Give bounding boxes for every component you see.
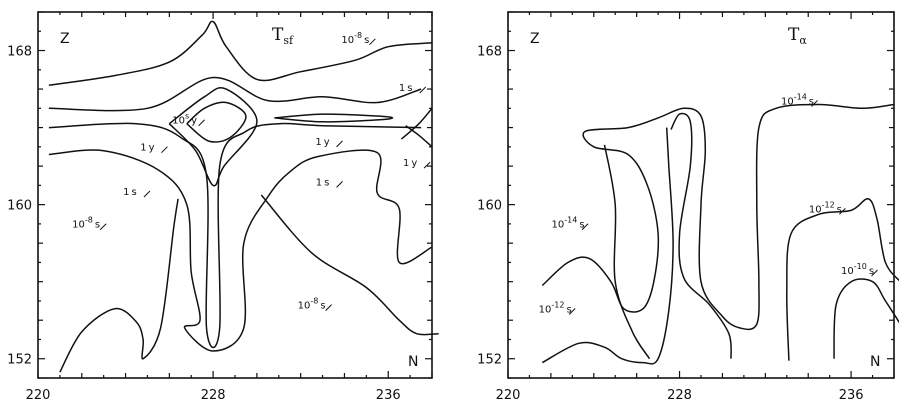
- y-axis-label: Z: [60, 31, 70, 47]
- x-tick-label: 236: [376, 388, 401, 403]
- y-tick-label: 152: [477, 353, 502, 368]
- contour-label: 10-8 s: [72, 216, 100, 231]
- contour-line: [400, 107, 433, 140]
- panel-talpha: 220 228 236 152 160 168 Z N Tα 10-14 s 10-14 s 10-12 s…: [477, 11, 899, 403]
- contour-label: 10-12 s: [539, 301, 572, 316]
- contour-line: [274, 113, 394, 123]
- contour-line: [405, 125, 433, 148]
- contour-line: [48, 76, 422, 112]
- label-leader: [871, 269, 878, 277]
- x-tick-label: 220: [26, 388, 51, 403]
- contour-label: 10-12 s: [809, 200, 842, 215]
- contour-line: [48, 20, 433, 86]
- x-tick-label: 228: [201, 388, 226, 403]
- contour-label: 10-8 s: [298, 297, 326, 312]
- label-leader: [161, 146, 168, 154]
- y-tick-label: 168: [7, 45, 32, 60]
- label-leader: [369, 38, 376, 46]
- y-axis-label: Z: [530, 31, 540, 47]
- contour-line: [260, 194, 439, 336]
- x-tick-label: 236: [839, 388, 864, 403]
- contour-line: [833, 278, 899, 359]
- y-tick-label: 152: [7, 353, 32, 368]
- label-leader: [143, 190, 151, 198]
- chart-title: Tsf: [272, 25, 294, 47]
- x-tick-label: 220: [496, 388, 521, 403]
- contour-line: [786, 198, 899, 361]
- contour-line: [541, 103, 895, 331]
- contour-line: [541, 127, 674, 365]
- contour-line: [670, 112, 732, 359]
- label-leader: [423, 161, 431, 169]
- contour-label: 10-10 s: [841, 262, 874, 277]
- contour-line: [603, 144, 651, 360]
- y-tick-label: 160: [7, 199, 32, 214]
- label-leader: [811, 100, 818, 107]
- label-leader: [336, 140, 343, 148]
- label-leader: [568, 308, 576, 315]
- contour-line: [59, 198, 179, 373]
- label-leader: [839, 207, 846, 215]
- label-leader: [419, 86, 427, 94]
- contour-line: [186, 101, 247, 143]
- x-tick-label: 228: [667, 388, 692, 403]
- label-leader: [325, 304, 332, 312]
- label-leader: [581, 223, 589, 231]
- contour-line: [48, 122, 422, 349]
- contour-line: [168, 86, 258, 187]
- contour-line: [48, 149, 433, 352]
- x-axis-label: N: [408, 354, 418, 370]
- label-leader: [198, 119, 206, 127]
- contour-label: 10-8 s: [341, 31, 369, 46]
- panel-tsf: 220 228 236 152 160 168 Z N Tsf 10-8 s 1 s 10s y 1 y 1 y 1 y…: [7, 11, 439, 403]
- contour-label: 10-14 s: [781, 92, 814, 107]
- contour-label: 10s y: [172, 112, 197, 127]
- label-leader: [99, 223, 107, 231]
- y-tick-label: 160: [477, 199, 502, 214]
- chart-title: Tα: [788, 25, 807, 47]
- label-leader: [336, 181, 343, 188]
- y-tick-label: 168: [477, 45, 502, 60]
- x-axis-label: N: [870, 354, 880, 370]
- plot-frame: [37, 11, 433, 379]
- contour-label: 10-14 s: [552, 216, 585, 231]
